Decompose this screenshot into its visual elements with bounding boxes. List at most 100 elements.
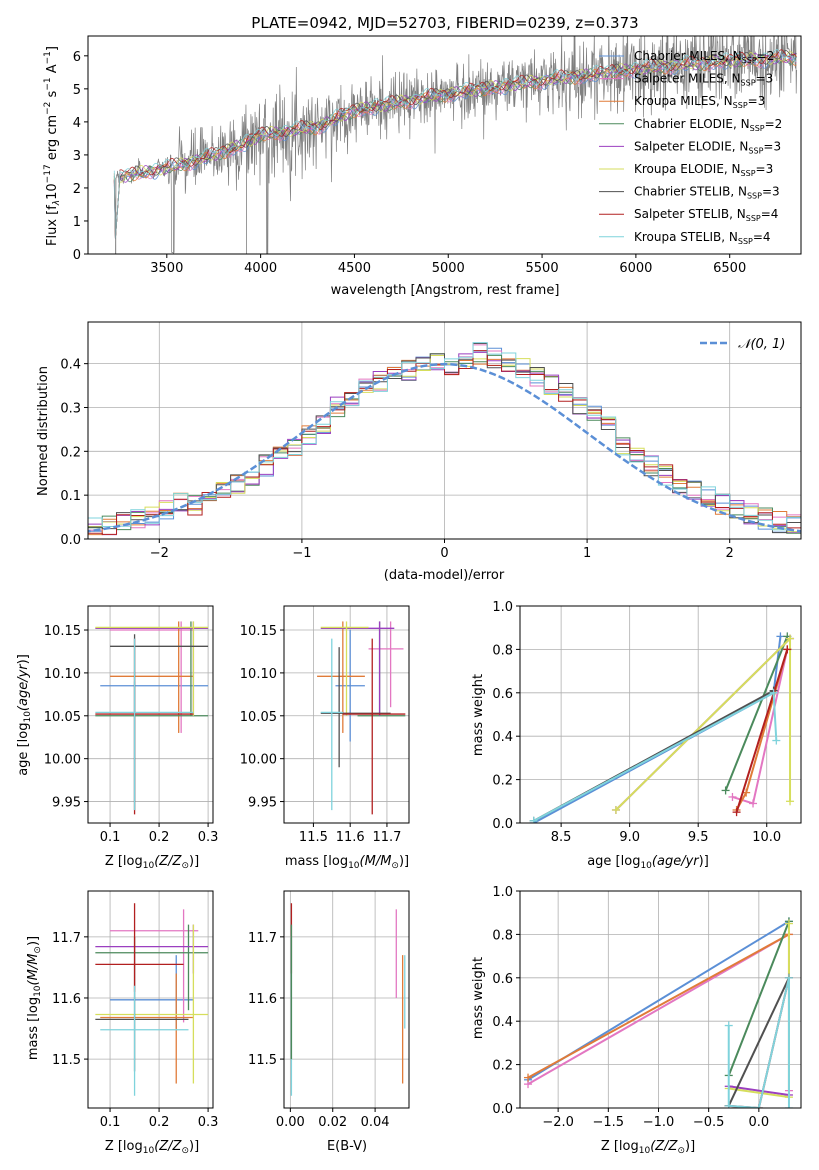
plot-content — [524, 917, 793, 1108]
series-line — [727, 977, 790, 1107]
legend-label: Kroupa MILES, NSSP=3 — [634, 94, 765, 110]
x-tick-label: 6500 — [713, 261, 746, 276]
x-axis-label: wavelength [Angstrom, rest frame] — [331, 283, 560, 298]
legend-label: Chabrier ELODIE, NSSP=2 — [634, 117, 782, 133]
series-line — [533, 636, 782, 823]
y-tick-label: 0.8 — [492, 643, 513, 658]
age-vs-metallicity-plot: 0.1 0.2 0.3 9.95 10.00 10.05 10.10 10.15 — [44, 605, 219, 845]
plot-frame — [87, 605, 214, 824]
y-axis-label: Flux [fλ10−17 erg cm−2 s−1 A−1] — [43, 46, 62, 246]
x-tick-label: 10.0 — [752, 830, 781, 845]
y-tick-label: 10.05 — [44, 710, 81, 725]
y-tick-label: 1 — [73, 215, 81, 230]
y-axis-label: mass weight — [471, 674, 486, 756]
weight-vs-metallicity-panel: Z [log10(Z/Z⊙)] mass weight −2.0 −1.5 −1.0… — [471, 885, 802, 1156]
y-tick-label: 10.15 — [240, 624, 277, 639]
x-axis-label: age [log10(age/yr)] — [587, 854, 709, 871]
y-tick-label: 3 — [73, 149, 81, 164]
residual-plot-area: −2 −1 0 1 2 0.0 0.1 0.2 0.3 0.4 — [60, 321, 802, 561]
y-tick-label: 10.10 — [240, 667, 277, 682]
x-tick-label: 3500 — [150, 261, 183, 276]
y-tick-label: 5 — [73, 83, 81, 98]
y-tick-label: 9.95 — [52, 796, 81, 811]
residual-legend: 𝒩(0, 1) — [700, 337, 785, 352]
model-spectrum — [113, 50, 797, 239]
x-tick-label: 9.5 — [688, 830, 709, 845]
plot-frame — [519, 890, 802, 1109]
x-tick-label: 0.04 — [361, 1115, 390, 1130]
plot-frame — [87, 35, 802, 255]
x-axis-label: (data-model)/error — [384, 568, 505, 583]
weight-vs-metallicity-plot: −2.0 −1.5 −1.0 −0.5 0.0 0.0 0.2 0.4 0.6 0.8 1.0 — [492, 885, 802, 1130]
y-tick-label: 0.1 — [60, 489, 81, 504]
x-tick-label: −2.0 — [542, 1115, 574, 1130]
y-tick-label: 0 — [73, 248, 81, 263]
y-tick-label: 0.0 — [492, 817, 513, 832]
x-axis-label: Z [log10(Z/Z⊙)] — [601, 1139, 695, 1156]
y-tick-label: 0.6 — [492, 972, 513, 987]
x-tick-label: 0.2 — [149, 1115, 170, 1130]
legend-label: Salpeter ELODIE, NSSP=3 — [634, 139, 781, 155]
y-tick-label: 0.0 — [60, 533, 81, 548]
age-vs-mass-plot: 11.5 11.6 11.7 9.95 10.00 10.05 10.10 10.15 — [240, 605, 410, 845]
y-tick-label: 0.8 — [492, 928, 513, 943]
plot-frame — [519, 605, 802, 824]
y-tick-label: 10.00 — [240, 753, 277, 768]
x-axis-label: Z [log10(Z/Z⊙)] — [105, 1139, 199, 1156]
plot-frame — [87, 890, 214, 1109]
x-tick-label: −2 — [150, 546, 169, 561]
y-tick-label: 0.4 — [60, 358, 81, 373]
y-tick-label: 10.05 — [240, 710, 277, 725]
x-tick-label: 1 — [583, 546, 591, 561]
plot-content — [113, 36, 798, 254]
x-axis-label: E(B-V) — [327, 1139, 367, 1154]
x-tick-label: 4500 — [338, 261, 371, 276]
x-tick-label: 0.02 — [318, 1115, 347, 1130]
x-axis-label: mass [log10(M/M⊙)] — [285, 854, 409, 871]
x-tick-label: 2 — [726, 546, 734, 561]
x-tick-label: 5000 — [432, 261, 465, 276]
y-tick-label: 0.2 — [492, 1059, 513, 1074]
weight-vs-age-plot: 8.5 9.0 9.5 10.0 0.0 0.2 0.4 0.6 0.8 1.0 — [492, 600, 802, 845]
x-tick-label: 11.5 — [299, 830, 328, 845]
legend-label: Kroupa STELIB, NSSP=4 — [634, 230, 771, 246]
x-tick-label: −0.5 — [693, 1115, 725, 1130]
x-tick-label: 0.1 — [100, 830, 121, 845]
model-spectrum — [113, 51, 797, 239]
x-tick-label: 6000 — [619, 261, 652, 276]
mass-vs-metallicity-panel: Z [log10(Z/Z⊙)] mass [log10(M/M⊙)] 0.1 0.… — [26, 890, 219, 1156]
series-line — [727, 977, 790, 1108]
y-tick-label: 11.6 — [52, 992, 81, 1007]
y-tick-label: 10.00 — [44, 753, 81, 768]
y-tick-label: 11.5 — [52, 1053, 81, 1068]
x-tick-label: 0.3 — [198, 1115, 219, 1130]
spectrum-panel: PLATE=0942, MJD=52703, FIBERID=0239, z=0… — [43, 14, 802, 298]
y-tick-label: 6 — [73, 50, 81, 65]
model-spectrum — [113, 49, 797, 239]
y-axis-label: mass [log10(M/M⊙)] — [26, 936, 43, 1060]
mass-vs-ebv-plot: 0.00 0.02 0.04 11.5 11.6 11.7 — [248, 890, 410, 1130]
legend-label: Salpeter MILES, NSSP=3 — [634, 72, 773, 88]
y-tick-label: 1.0 — [492, 885, 513, 900]
x-tick-label: 0.3 — [198, 830, 219, 845]
y-tick-label: 0.3 — [60, 401, 81, 416]
model-spectrum — [113, 49, 797, 239]
plot-content — [290, 903, 406, 1096]
y-tick-label: 0.4 — [492, 730, 513, 745]
y-tick-label: 10.15 — [44, 624, 81, 639]
legend-label: Salpeter STELIB, NSSP=4 — [634, 207, 778, 223]
y-tick-label: 0.6 — [492, 687, 513, 702]
x-tick-label: −1.5 — [593, 1115, 625, 1130]
x-tick-label: 9.0 — [619, 830, 640, 845]
x-tick-label: 4000 — [244, 261, 277, 276]
y-tick-label: 9.95 — [248, 796, 277, 811]
y-tick-label: 0.2 — [492, 774, 513, 789]
x-tick-label: 11.6 — [336, 830, 365, 845]
mass-vs-ebv-panel: E(B-V) 0.00 0.02 0.04 11.5 11.6 11.7 — [248, 890, 410, 1154]
x-tick-label: 0.1 — [100, 1115, 121, 1130]
x-tick-label: 8.5 — [551, 830, 572, 845]
mass-vs-metallicity-plot: 0.1 0.2 0.3 11.5 11.6 11.7 — [52, 890, 219, 1130]
y-tick-label: 11.5 — [248, 1053, 277, 1068]
x-tick-label: 0.0 — [749, 1115, 770, 1130]
